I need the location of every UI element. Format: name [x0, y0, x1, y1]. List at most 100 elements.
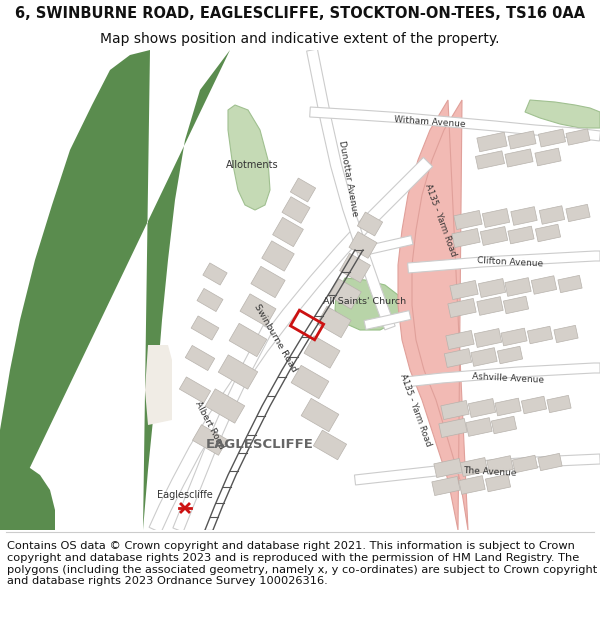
- Polygon shape: [460, 458, 488, 476]
- Polygon shape: [229, 323, 267, 357]
- Polygon shape: [495, 398, 521, 416]
- Polygon shape: [531, 276, 557, 294]
- Polygon shape: [508, 226, 534, 244]
- Polygon shape: [441, 401, 469, 419]
- Polygon shape: [535, 224, 560, 242]
- Text: 6, SWINBURNE ROAD, EAGLESCLIFFE, STOCKTON-ON-TEES, TS16 0AA: 6, SWINBURNE ROAD, EAGLESCLIFFE, STOCKTO…: [15, 6, 585, 21]
- Polygon shape: [398, 100, 468, 530]
- Polygon shape: [205, 389, 245, 423]
- Polygon shape: [471, 348, 497, 366]
- Polygon shape: [539, 206, 565, 224]
- Polygon shape: [525, 100, 600, 128]
- Polygon shape: [282, 197, 310, 223]
- Polygon shape: [469, 399, 496, 418]
- Polygon shape: [501, 328, 527, 346]
- Polygon shape: [497, 346, 523, 364]
- Text: The Avenue: The Avenue: [463, 466, 517, 478]
- Polygon shape: [566, 129, 590, 145]
- Polygon shape: [434, 459, 462, 478]
- Polygon shape: [454, 211, 482, 229]
- Polygon shape: [508, 131, 536, 149]
- Polygon shape: [547, 396, 571, 412]
- Polygon shape: [450, 281, 478, 299]
- Polygon shape: [503, 296, 529, 314]
- Polygon shape: [521, 396, 547, 414]
- Polygon shape: [511, 207, 537, 226]
- Polygon shape: [364, 311, 411, 329]
- Text: Contains OS data © Crown copyright and database right 2021. This information is : Contains OS data © Crown copyright and d…: [7, 541, 598, 586]
- Text: A135 - Yarm Road: A135 - Yarm Road: [398, 372, 433, 448]
- Polygon shape: [459, 476, 485, 494]
- Polygon shape: [310, 107, 600, 141]
- Polygon shape: [262, 241, 294, 271]
- Text: Ashville Avenue: Ashville Avenue: [472, 372, 544, 384]
- Polygon shape: [251, 266, 285, 298]
- Polygon shape: [313, 430, 347, 460]
- Polygon shape: [446, 331, 474, 349]
- Polygon shape: [512, 455, 538, 472]
- Text: EAGLESCLIFFE: EAGLESCLIFFE: [206, 439, 314, 451]
- Polygon shape: [218, 355, 258, 389]
- Polygon shape: [407, 251, 600, 273]
- Polygon shape: [538, 453, 562, 471]
- Polygon shape: [329, 279, 361, 309]
- Polygon shape: [272, 217, 304, 247]
- Text: Dunottar Avenue: Dunottar Avenue: [337, 139, 359, 217]
- Polygon shape: [491, 416, 517, 434]
- Polygon shape: [448, 299, 476, 318]
- Polygon shape: [367, 236, 413, 254]
- Polygon shape: [432, 476, 460, 496]
- Polygon shape: [477, 132, 507, 152]
- Polygon shape: [487, 456, 513, 474]
- Polygon shape: [566, 204, 590, 222]
- Polygon shape: [185, 346, 215, 371]
- Polygon shape: [538, 129, 566, 147]
- Polygon shape: [404, 363, 600, 387]
- Text: Map shows position and indicative extent of the property.: Map shows position and indicative extent…: [100, 32, 500, 46]
- Polygon shape: [291, 366, 329, 399]
- Polygon shape: [452, 229, 480, 248]
- Polygon shape: [558, 276, 582, 292]
- Polygon shape: [527, 326, 553, 344]
- Polygon shape: [445, 349, 472, 368]
- Polygon shape: [439, 419, 467, 437]
- Polygon shape: [203, 263, 227, 285]
- Polygon shape: [478, 279, 506, 298]
- Polygon shape: [301, 398, 339, 432]
- Polygon shape: [317, 306, 351, 338]
- Polygon shape: [535, 148, 561, 166]
- Polygon shape: [145, 345, 172, 425]
- Polygon shape: [554, 326, 578, 342]
- Text: Allotments: Allotments: [226, 160, 278, 170]
- Polygon shape: [197, 289, 223, 311]
- Polygon shape: [0, 50, 230, 530]
- Text: Eaglescliffe: Eaglescliffe: [157, 490, 213, 500]
- Polygon shape: [475, 151, 505, 169]
- Polygon shape: [358, 212, 383, 236]
- Polygon shape: [240, 294, 276, 326]
- Polygon shape: [149, 158, 433, 532]
- Polygon shape: [355, 454, 600, 485]
- Polygon shape: [191, 316, 219, 340]
- Text: A135 - Yarm Road: A135 - Yarm Road: [422, 182, 457, 258]
- Polygon shape: [307, 49, 395, 330]
- Polygon shape: [0, 465, 55, 530]
- Polygon shape: [340, 253, 370, 282]
- Polygon shape: [505, 278, 531, 296]
- Polygon shape: [349, 232, 377, 258]
- Polygon shape: [466, 418, 492, 436]
- Polygon shape: [505, 149, 533, 167]
- Text: Albert Road: Albert Road: [194, 399, 226, 451]
- Polygon shape: [179, 377, 211, 403]
- Polygon shape: [193, 425, 227, 455]
- Text: Clifton Avenue: Clifton Avenue: [477, 256, 543, 268]
- Polygon shape: [228, 105, 270, 210]
- Polygon shape: [481, 226, 508, 246]
- Text: Witham Avenue: Witham Avenue: [394, 115, 466, 129]
- Polygon shape: [335, 278, 402, 330]
- Polygon shape: [477, 297, 503, 316]
- Polygon shape: [475, 329, 502, 348]
- Text: All Saints' Church: All Saints' Church: [323, 298, 407, 306]
- Polygon shape: [485, 474, 511, 492]
- Polygon shape: [290, 178, 316, 202]
